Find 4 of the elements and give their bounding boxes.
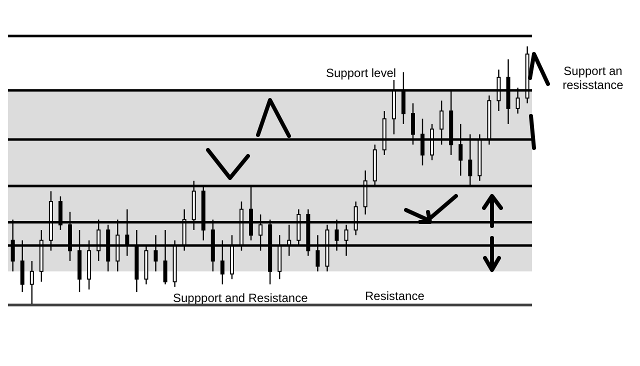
annotation: Resistance <box>365 289 426 303</box>
text: Support an resisstance <box>562 64 624 92</box>
annotation: Suppport and Resistance <box>173 291 308 305</box>
annotation: Support level <box>326 66 398 80</box>
